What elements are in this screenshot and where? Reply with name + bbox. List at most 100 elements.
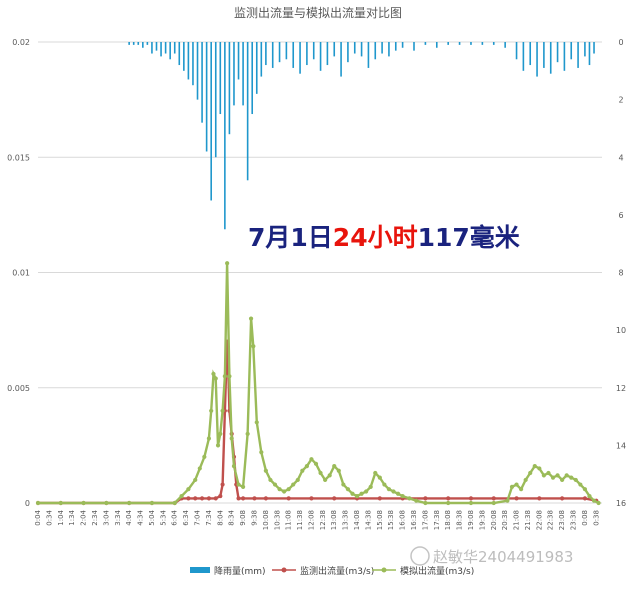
simulated-point bbox=[225, 261, 230, 266]
simulated-point bbox=[341, 482, 346, 487]
rain-bar bbox=[142, 42, 144, 48]
simulated-point bbox=[81, 500, 86, 506]
rainfall-bars bbox=[128, 42, 595, 230]
legend-rain-swatch bbox=[190, 567, 210, 573]
simulated-point bbox=[127, 500, 132, 506]
right-tick-label: 12 bbox=[616, 384, 626, 393]
x-tick-label: 0:08 bbox=[581, 510, 589, 526]
x-tick-label: 6:04 bbox=[171, 509, 179, 525]
x-tick-label: 8:04 bbox=[216, 509, 224, 525]
rain-bar bbox=[388, 42, 390, 57]
x-tick-label: 0:38 bbox=[592, 510, 600, 526]
rain-bar bbox=[522, 42, 525, 71]
right-tick-label: 14 bbox=[616, 441, 626, 450]
rain-bar bbox=[326, 42, 329, 66]
simulated-point bbox=[332, 464, 337, 469]
simulated-point bbox=[323, 477, 328, 483]
rain-bar bbox=[228, 42, 231, 135]
rain-bar bbox=[132, 42, 135, 45]
simulated-point bbox=[220, 408, 225, 413]
x-tick-label: 12:38 bbox=[319, 510, 327, 530]
simulated-point bbox=[268, 477, 273, 483]
rain-bar bbox=[246, 42, 249, 181]
rain-bar bbox=[201, 42, 203, 123]
x-tick-label: 11:08 bbox=[285, 510, 293, 530]
observed-point bbox=[423, 496, 428, 501]
annotation-duration: 24小时 bbox=[333, 223, 418, 252]
rain-bar bbox=[210, 42, 212, 201]
x-tick-label: 6:34 bbox=[182, 509, 190, 525]
rain-bar bbox=[504, 42, 506, 48]
simulated-point bbox=[596, 500, 601, 506]
simulated-point bbox=[277, 487, 282, 492]
x-tick-label: 15:08 bbox=[376, 510, 384, 530]
simulated-point bbox=[377, 475, 382, 480]
x-tick-label: 5:34 bbox=[159, 509, 167, 525]
observed-point bbox=[537, 496, 542, 501]
observed-point bbox=[446, 496, 451, 501]
simulated-point bbox=[259, 450, 264, 455]
x-tick-label: 9:38 bbox=[250, 510, 258, 526]
simulated-point bbox=[218, 431, 223, 436]
rain-bar bbox=[251, 42, 254, 115]
x-tick-label: 1:04 bbox=[57, 509, 65, 525]
simulated-point bbox=[248, 316, 254, 321]
observed-point bbox=[236, 496, 241, 501]
rain-bar bbox=[413, 42, 415, 51]
x-tick-label: 18:08 bbox=[444, 510, 452, 530]
rain-bar bbox=[292, 42, 295, 68]
rain-bar bbox=[374, 42, 377, 60]
simulated-point bbox=[578, 482, 583, 487]
rain-bar bbox=[173, 42, 176, 54]
observed-point bbox=[193, 496, 198, 501]
x-tick-label: 23:08 bbox=[558, 510, 566, 530]
rain-bar bbox=[360, 42, 363, 57]
simulated-point bbox=[345, 487, 351, 492]
rain-bar bbox=[435, 42, 438, 48]
x-tick-label: 1:34 bbox=[68, 509, 76, 525]
rain-bar bbox=[137, 42, 140, 45]
simulated-point bbox=[206, 436, 212, 441]
simulated-point bbox=[468, 500, 474, 506]
rain-bar bbox=[312, 42, 315, 60]
simulated-point bbox=[407, 496, 412, 501]
simulated-point bbox=[541, 473, 546, 478]
rain-bar bbox=[340, 42, 342, 77]
rain-bar bbox=[401, 42, 404, 48]
x-tick-label: 17:08 bbox=[421, 510, 429, 530]
x-tick-label: 14:38 bbox=[364, 510, 372, 530]
right-tick-label: 0 bbox=[618, 38, 623, 47]
rain-bar bbox=[333, 42, 336, 57]
rain-bar bbox=[353, 42, 356, 54]
rain-bar bbox=[543, 42, 545, 68]
simulated-point bbox=[373, 470, 378, 476]
simulated-point bbox=[149, 500, 155, 506]
x-tick-label: 22:38 bbox=[547, 510, 555, 530]
rain-bar bbox=[515, 42, 518, 60]
simulated-point bbox=[300, 468, 305, 473]
x-tick-label: 9:08 bbox=[239, 510, 247, 526]
x-tick-label: 20:08 bbox=[490, 510, 498, 530]
rain-bar bbox=[563, 42, 566, 71]
simulated-point bbox=[172, 500, 177, 506]
observed-point bbox=[220, 482, 225, 487]
left-tick-label: 0.01 bbox=[12, 269, 30, 278]
simulated-point bbox=[523, 477, 528, 483]
simulated-point bbox=[573, 477, 578, 483]
rain-bar bbox=[481, 42, 484, 45]
x-tick-label: 7:34 bbox=[205, 509, 213, 525]
rain-bar bbox=[151, 42, 153, 54]
simulated-point bbox=[386, 487, 392, 492]
rain-bar bbox=[219, 42, 222, 115]
simulated-point bbox=[354, 493, 360, 499]
rain-bar bbox=[260, 42, 263, 77]
chart-title: 监测出流量与模拟出流量对比图 bbox=[234, 6, 402, 20]
rain-bar bbox=[447, 42, 449, 45]
simulated-point bbox=[350, 491, 355, 496]
simulated-point bbox=[197, 466, 202, 471]
simulated-point bbox=[272, 482, 278, 487]
observed-point bbox=[309, 496, 314, 501]
observed-point bbox=[186, 496, 191, 501]
simulated-point bbox=[291, 482, 296, 487]
rain-bar bbox=[205, 42, 208, 152]
